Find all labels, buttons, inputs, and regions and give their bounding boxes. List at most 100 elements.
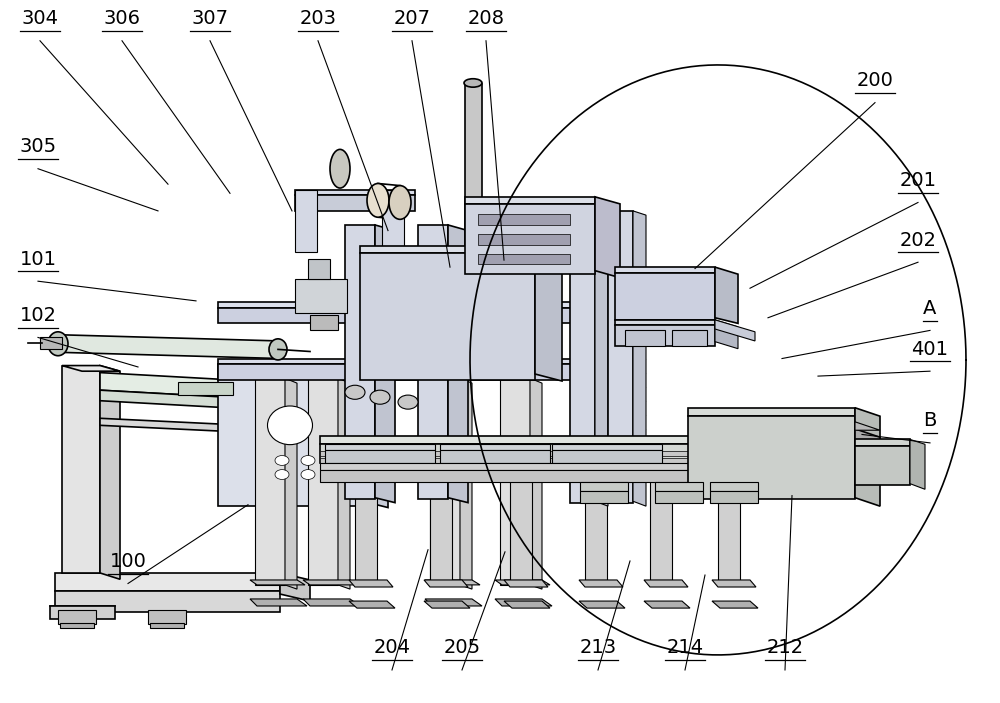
Bar [672,330,707,346]
Polygon shape [418,225,448,499]
Polygon shape [688,408,855,416]
Polygon shape [320,436,790,444]
Polygon shape [100,373,290,401]
Polygon shape [218,364,620,380]
Polygon shape [295,190,317,252]
Text: 306: 306 [104,9,140,28]
Polygon shape [62,366,120,371]
Polygon shape [355,463,377,580]
Ellipse shape [330,150,350,188]
Bar [308,259,330,279]
Polygon shape [579,580,623,587]
Polygon shape [552,450,662,463]
Text: 208: 208 [468,9,505,28]
Text: 102: 102 [20,306,56,325]
Circle shape [345,385,365,399]
Polygon shape [655,491,703,503]
Polygon shape [303,580,358,585]
Polygon shape [295,195,415,211]
Polygon shape [570,211,595,503]
Polygon shape [308,378,338,585]
Text: 307: 307 [192,9,228,28]
Polygon shape [595,211,608,506]
Polygon shape [345,225,375,499]
Polygon shape [688,416,855,499]
Text: 200: 200 [857,71,893,90]
Polygon shape [504,601,550,608]
Ellipse shape [269,339,287,360]
Polygon shape [62,366,100,573]
Polygon shape [303,599,360,606]
Polygon shape [495,580,550,585]
Bar [625,330,665,346]
Polygon shape [295,190,415,195]
Polygon shape [218,302,580,308]
Circle shape [275,456,289,465]
Ellipse shape [48,332,68,356]
Polygon shape [615,273,715,320]
Polygon shape [633,211,646,506]
Text: 304: 304 [22,9,58,28]
Polygon shape [349,580,393,587]
Text: 205: 205 [443,638,481,657]
Polygon shape [615,325,715,346]
Polygon shape [855,429,880,478]
Polygon shape [218,359,620,364]
Bar [50,606,115,619]
Polygon shape [382,190,404,252]
Polygon shape [218,308,580,323]
Ellipse shape [464,79,482,87]
Text: 101: 101 [20,250,56,269]
Circle shape [275,470,289,479]
Polygon shape [55,573,280,591]
Text: 401: 401 [912,340,948,359]
Polygon shape [100,390,290,411]
Polygon shape [218,359,360,364]
Polygon shape [478,234,570,245]
Polygon shape [375,225,395,503]
Text: 214: 214 [666,638,704,657]
Polygon shape [579,601,625,608]
Polygon shape [585,463,607,580]
Bar [58,610,96,624]
Polygon shape [320,463,790,470]
Polygon shape [595,197,620,278]
Polygon shape [465,204,595,274]
Polygon shape [580,482,628,491]
Bar [150,623,184,628]
Polygon shape [510,463,532,580]
Text: 202: 202 [900,231,936,250]
Polygon shape [320,470,790,482]
Bar [295,279,347,313]
Polygon shape [424,580,468,587]
Polygon shape [250,580,305,585]
Text: A: A [923,299,937,318]
Polygon shape [478,214,570,225]
Polygon shape [500,378,530,585]
Polygon shape [580,491,628,503]
Polygon shape [460,378,472,589]
Polygon shape [535,246,562,381]
Polygon shape [650,463,672,580]
Polygon shape [280,573,310,601]
Bar [40,337,62,349]
Polygon shape [320,451,790,456]
Polygon shape [495,599,552,606]
Polygon shape [100,366,120,579]
Polygon shape [55,335,280,359]
Polygon shape [255,378,285,585]
Polygon shape [615,267,715,273]
Bar [60,623,94,628]
Polygon shape [325,450,435,463]
Polygon shape [715,267,738,323]
Polygon shape [478,254,570,264]
Ellipse shape [268,406,312,445]
Ellipse shape [367,183,389,217]
Polygon shape [320,444,790,463]
Polygon shape [855,439,910,446]
Polygon shape [718,463,740,580]
Polygon shape [855,446,910,485]
Polygon shape [552,444,662,450]
Circle shape [398,395,418,409]
Polygon shape [715,320,755,341]
